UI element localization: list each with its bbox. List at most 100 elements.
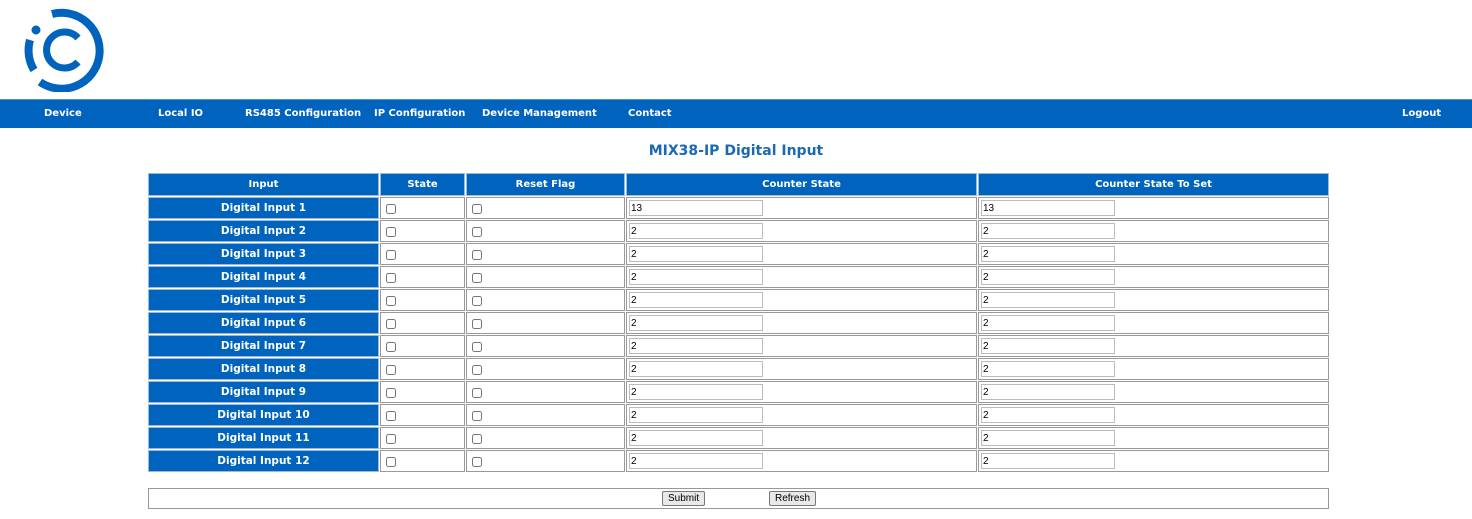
refresh-button[interactable]: Refresh <box>769 491 817 506</box>
page-title: MIX38-IP Digital Input <box>648 143 824 159</box>
reset-flag-checkbox[interactable] <box>472 226 482 237</box>
input-label: Digital Input 10 <box>148 404 379 426</box>
reset-flag-checkbox[interactable] <box>472 456 482 467</box>
state-checkbox[interactable] <box>386 203 396 214</box>
table-row: Digital Input 7 <box>148 335 1329 357</box>
nav-contact[interactable]: Contact <box>628 108 672 119</box>
state-cell <box>380 289 465 311</box>
nav-rs485-configuration[interactable]: RS485 Configuration <box>245 108 362 119</box>
counter-state-to-set-input[interactable] <box>981 292 1115 308</box>
table-row: Digital Input 10 <box>148 404 1329 426</box>
state-cell <box>380 197 465 219</box>
input-label: Digital Input 7 <box>148 335 379 357</box>
reset-flag-cell <box>466 450 625 472</box>
counter-to-set-cell <box>978 404 1329 426</box>
state-checkbox[interactable] <box>386 272 396 283</box>
header-input: Input <box>148 173 379 196</box>
state-checkbox[interactable] <box>386 341 396 352</box>
reset-flag-checkbox[interactable] <box>472 410 482 421</box>
state-cell <box>380 381 465 403</box>
counter-state-input[interactable] <box>629 315 763 331</box>
counter-state-input[interactable] <box>629 292 763 308</box>
submit-button[interactable]: Submit <box>662 491 706 506</box>
state-checkbox[interactable] <box>386 295 396 306</box>
input-label: Digital Input 1 <box>148 197 379 219</box>
reset-flag-checkbox[interactable] <box>472 272 482 283</box>
counter-state-to-set-input[interactable] <box>981 200 1115 216</box>
counter-state-to-set-input[interactable] <box>981 407 1115 423</box>
counter-state-to-set-input[interactable] <box>981 361 1115 377</box>
counter-state-to-set-input[interactable] <box>981 453 1115 469</box>
table-row: Digital Input 8 <box>148 358 1329 380</box>
state-checkbox[interactable] <box>386 387 396 398</box>
reset-flag-cell <box>466 266 625 288</box>
state-cell <box>380 243 465 265</box>
state-cell <box>380 450 465 472</box>
state-checkbox[interactable] <box>386 364 396 375</box>
reset-flag-cell <box>466 381 625 403</box>
counter-state-input[interactable] <box>629 269 763 285</box>
nav-device[interactable]: Device <box>44 108 82 119</box>
reset-flag-checkbox[interactable] <box>472 249 482 260</box>
reset-flag-checkbox[interactable] <box>472 318 482 329</box>
reset-flag-checkbox[interactable] <box>472 341 482 352</box>
state-cell <box>380 220 465 242</box>
counter-state-to-set-input[interactable] <box>981 269 1115 285</box>
counter-state-input[interactable] <box>629 246 763 262</box>
reset-flag-cell <box>466 427 625 449</box>
state-checkbox[interactable] <box>386 249 396 260</box>
counter-state-to-set-input[interactable] <box>981 246 1115 262</box>
counter-state-input[interactable] <box>629 200 763 216</box>
counter-state-to-set-input[interactable] <box>981 384 1115 400</box>
counter-state-cell <box>626 427 977 449</box>
state-checkbox[interactable] <box>386 433 396 444</box>
state-cell <box>380 312 465 334</box>
nav-logout[interactable]: Logout <box>1402 108 1442 119</box>
nav-device-management[interactable]: Device Management <box>482 108 597 119</box>
counter-state-to-set-input[interactable] <box>981 430 1115 446</box>
table-row: Digital Input 4 <box>148 266 1329 288</box>
counter-to-set-cell <box>978 197 1329 219</box>
company-logo <box>24 8 104 92</box>
reset-flag-cell <box>466 312 625 334</box>
state-checkbox[interactable] <box>386 410 396 421</box>
input-label: Digital Input 8 <box>148 358 379 380</box>
counter-to-set-cell <box>978 312 1329 334</box>
counter-state-cell <box>626 197 977 219</box>
state-checkbox[interactable] <box>386 318 396 329</box>
counter-state-to-set-input[interactable] <box>981 315 1115 331</box>
counter-state-to-set-input[interactable] <box>981 338 1115 354</box>
nav-ip-configuration[interactable]: IP Configuration <box>374 108 466 119</box>
counter-to-set-cell <box>978 266 1329 288</box>
counter-to-set-cell <box>978 243 1329 265</box>
counter-state-input[interactable] <box>629 430 763 446</box>
table-row: Digital Input 12 <box>148 450 1329 472</box>
counter-state-input[interactable] <box>629 384 763 400</box>
reset-flag-checkbox[interactable] <box>472 295 482 306</box>
counter-state-to-set-input[interactable] <box>981 223 1115 239</box>
counter-state-input[interactable] <box>629 407 763 423</box>
table-row: Digital Input 11 <box>148 427 1329 449</box>
reset-flag-checkbox[interactable] <box>472 433 482 444</box>
reset-flag-checkbox[interactable] <box>472 364 482 375</box>
reset-flag-cell <box>466 404 625 426</box>
header-counter-state: Counter State <box>626 173 977 196</box>
counter-state-cell <box>626 289 977 311</box>
counter-state-cell <box>626 312 977 334</box>
reset-flag-cell <box>466 197 625 219</box>
reset-flag-checkbox[interactable] <box>472 203 482 214</box>
counter-state-input[interactable] <box>629 453 763 469</box>
counter-state-cell <box>626 358 977 380</box>
counter-state-input[interactable] <box>629 338 763 354</box>
state-cell <box>380 358 465 380</box>
counter-to-set-cell <box>978 335 1329 357</box>
state-checkbox[interactable] <box>386 456 396 467</box>
reset-flag-checkbox[interactable] <box>472 387 482 398</box>
counter-state-input[interactable] <box>629 223 763 239</box>
header-counter-state-to-set: Counter State To Set <box>978 173 1329 196</box>
reset-flag-cell <box>466 358 625 380</box>
nav-local-io[interactable]: Local IO <box>158 108 204 119</box>
counter-state-input[interactable] <box>629 361 763 377</box>
counter-to-set-cell <box>978 381 1329 403</box>
state-checkbox[interactable] <box>386 226 396 237</box>
